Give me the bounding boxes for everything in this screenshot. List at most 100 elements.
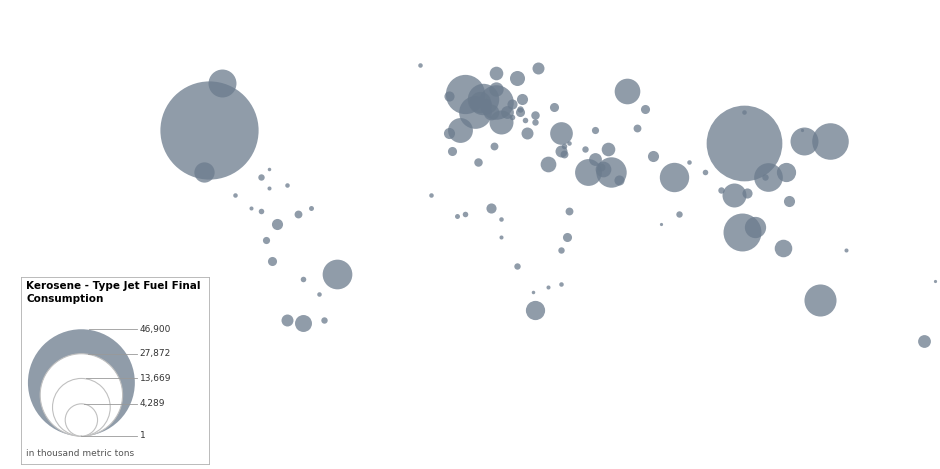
Point: [554, 246, 569, 254]
Point: [734, 228, 749, 235]
Point: [442, 93, 457, 100]
Text: 27,872: 27,872: [139, 349, 171, 358]
Point: [619, 87, 634, 95]
Circle shape: [28, 329, 134, 436]
Point: [494, 119, 509, 126]
Point: [838, 246, 854, 254]
Point: [413, 61, 428, 69]
Point: [758, 174, 773, 181]
Point: [601, 145, 616, 152]
Text: 1: 1: [139, 431, 146, 440]
Point: [442, 129, 457, 136]
Point: [311, 291, 326, 298]
Point: [596, 166, 611, 173]
Point: [540, 283, 556, 290]
Point: [645, 152, 660, 160]
Point: [515, 95, 530, 103]
Point: [671, 210, 686, 218]
Circle shape: [53, 378, 110, 436]
Point: [468, 108, 483, 116]
Point: [509, 262, 525, 270]
Point: [304, 204, 319, 212]
Point: [473, 98, 488, 106]
Point: [470, 158, 485, 165]
Point: [254, 207, 269, 215]
Point: [778, 168, 793, 176]
Point: [476, 95, 491, 103]
Point: [486, 142, 501, 150]
Point: [781, 197, 796, 204]
Point: [512, 106, 527, 113]
Point: [577, 145, 592, 152]
Point: [797, 137, 812, 144]
Point: [489, 85, 504, 92]
Point: [512, 108, 527, 116]
Point: [295, 275, 310, 282]
Point: [445, 147, 460, 155]
Point: [556, 150, 572, 158]
Point: [269, 220, 284, 228]
Point: [682, 158, 697, 165]
Point: [258, 236, 274, 243]
Point: [280, 317, 295, 324]
Point: [580, 168, 595, 176]
Point: [520, 129, 535, 136]
Point: [603, 168, 619, 176]
Point: [727, 192, 742, 199]
Point: [916, 338, 932, 345]
Point: [504, 100, 519, 108]
Point: [556, 142, 572, 150]
Point: [290, 210, 306, 218]
Point: [822, 137, 838, 144]
Point: [527, 119, 542, 126]
Point: [489, 69, 504, 77]
Point: [554, 280, 569, 288]
Point: [483, 204, 498, 212]
Point: [227, 192, 243, 199]
Point: [653, 220, 668, 228]
Point: [494, 234, 509, 241]
Point: [630, 124, 645, 131]
Point: [483, 108, 498, 116]
Point: [525, 288, 540, 295]
Point: [449, 212, 464, 220]
Point: [760, 174, 776, 181]
Point: [295, 319, 310, 327]
Point: [666, 174, 681, 181]
Point: [588, 127, 603, 134]
Point: [423, 192, 438, 199]
Point: [196, 168, 212, 176]
Point: [562, 207, 577, 215]
Point: [794, 127, 809, 134]
Point: [540, 160, 556, 168]
Point: [243, 204, 258, 212]
Point: [261, 184, 276, 191]
Point: [637, 106, 652, 113]
Point: [554, 129, 569, 136]
Point: [494, 215, 509, 223]
Point: [611, 176, 626, 183]
Point: [713, 187, 728, 194]
Point: [452, 127, 467, 134]
Point: [737, 108, 752, 116]
Point: [559, 234, 574, 241]
Point: [697, 168, 713, 176]
Point: [812, 296, 827, 303]
Point: [546, 103, 561, 111]
Text: 13,669: 13,669: [139, 374, 171, 383]
Point: [214, 80, 229, 87]
Text: 4,289: 4,289: [139, 399, 165, 408]
Point: [927, 278, 940, 285]
Point: [737, 140, 752, 147]
Point: [739, 189, 754, 197]
Point: [747, 223, 762, 230]
Circle shape: [40, 354, 122, 436]
Point: [527, 306, 542, 314]
Point: [254, 174, 269, 181]
Point: [504, 113, 519, 121]
Point: [261, 166, 276, 173]
Point: [588, 155, 603, 163]
Point: [457, 210, 472, 218]
Point: [316, 317, 331, 324]
Point: [562, 140, 577, 147]
